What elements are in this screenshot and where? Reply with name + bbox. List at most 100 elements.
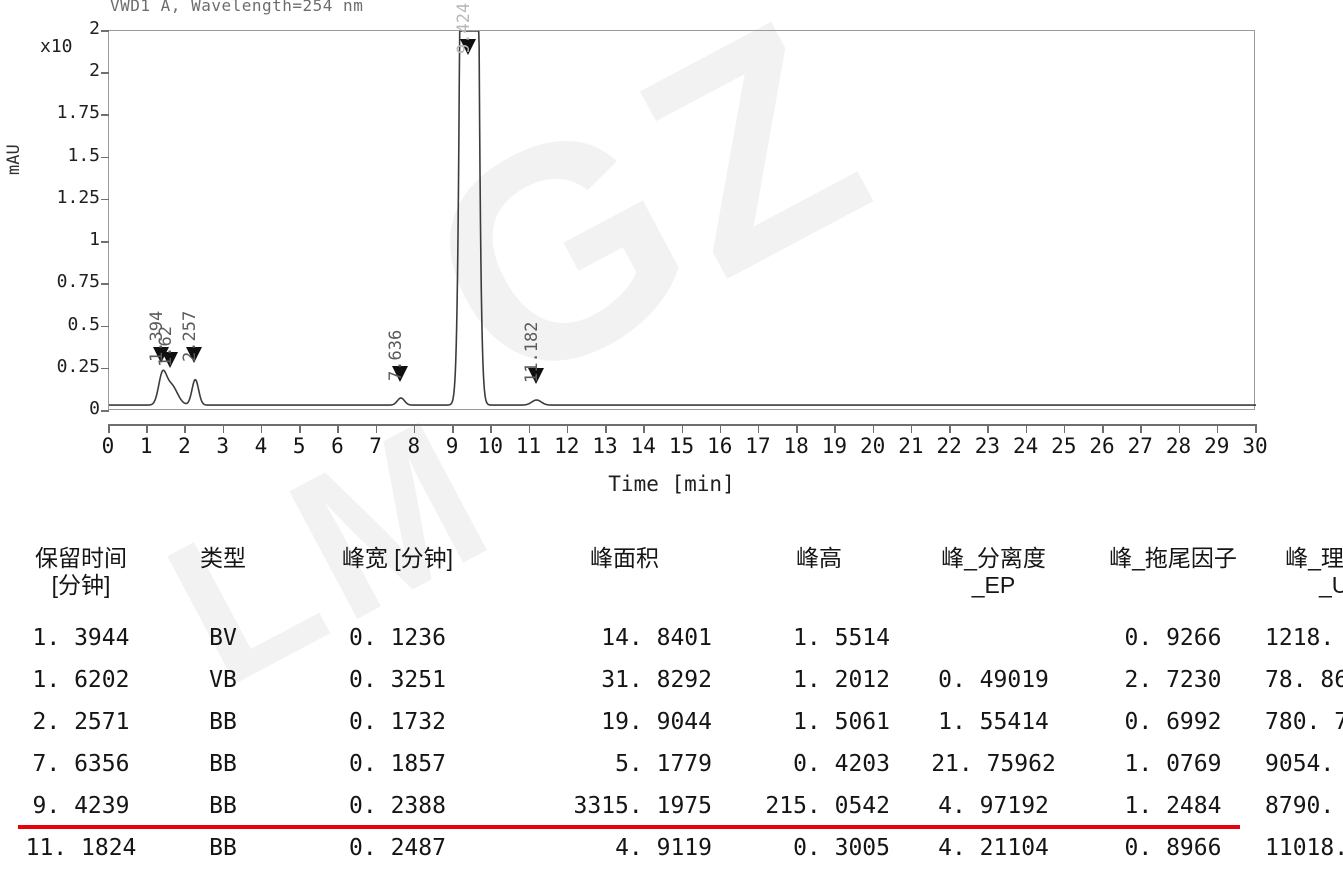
x-axis-tick-mark xyxy=(1178,424,1181,433)
header-tailing-factor: 峰_拖尾因子 xyxy=(1087,545,1259,617)
x-axis-tick-label: 30 xyxy=(1242,434,1268,458)
cell-theoretical-plates: 1218. 14791 xyxy=(1265,625,1343,652)
header-peak-height-line1: 峰高 xyxy=(796,545,842,571)
cell-peak-area: 14. 8401 xyxy=(601,625,712,652)
x-axis-tick-label: 6 xyxy=(331,434,344,458)
cell-theoretical-plates: 78. 86867 xyxy=(1265,667,1343,694)
y-axis-tick-labels: 2 2 1.75 1.5 1.25 1 0.75 0.5 0.25 0 xyxy=(0,0,100,440)
cell-retention-time: 11. 1824 xyxy=(25,835,137,862)
header-resolution-line1: 峰_分离度 xyxy=(941,545,1046,571)
cell-tailing-factor: 2. 7230 xyxy=(1124,667,1222,694)
table-row[interactable]: 9. 4239 BB 0. 2388 3315. 1975 215. 0542 4. 97… xyxy=(0,785,1343,827)
y-axis-tick-label: 1 xyxy=(89,229,100,251)
cell-type: BB xyxy=(209,709,237,736)
x-axis-tick-mark xyxy=(146,424,148,433)
red-underline-annotation xyxy=(18,825,1240,830)
cell-retention-time: 7. 6356 xyxy=(32,751,130,778)
x-axis-tick-mark xyxy=(566,424,569,433)
y-axis-multiplier: x10 xyxy=(40,36,73,57)
chromatogram-chart: VWD1 A, Wavelength=254 nm mAU x10 2 2 1.75… xyxy=(0,0,1343,496)
cell-retention-time: 1. 3944 xyxy=(32,625,130,652)
peak-retention-time-label: 9.424 xyxy=(454,2,475,54)
cell-peak-width: 0. 1236 xyxy=(349,625,446,652)
peak-retention-time-label: 11.182 xyxy=(521,321,542,383)
cell-retention-time: 9. 4239 xyxy=(32,793,130,820)
header-type-line1: 类型 xyxy=(200,545,246,571)
header-tailing-factor-line1: 峰_拖尾因子 xyxy=(1109,545,1237,571)
x-axis-tick-mark xyxy=(184,424,186,433)
x-axis-tick-mark xyxy=(1025,424,1028,433)
header-peak-area: 峰面积 xyxy=(511,545,738,617)
header-type: 类型 xyxy=(162,545,284,617)
x-axis-tick-mark xyxy=(910,424,913,433)
x-axis-tick-label: 8 xyxy=(407,434,421,458)
x-axis-tick-labels: 0 1 2 3 4 5 6 7 8 9 10 11 12 13 14 15 16 17 18 19 20 21 22 23 24… xyxy=(0,0,1343,458)
x-axis-tick-mark xyxy=(872,424,875,433)
x-axis-tick-mark xyxy=(719,424,722,433)
y-axis-tick-mark xyxy=(101,198,109,201)
x-axis-tick-label: 25 xyxy=(1051,434,1077,458)
y-axis-tick-mark xyxy=(101,72,109,74)
cell-peak-height: 0. 4203 xyxy=(793,751,890,778)
cell-retention-time: 2. 2571 xyxy=(32,709,130,736)
x-axis-tick-mark xyxy=(1216,424,1219,433)
table-row[interactable]: 11. 1824 BB 0. 2487 4. 9119 0. 3005 4. 21104 0… xyxy=(0,827,1343,869)
x-axis-tick-mark xyxy=(108,424,110,433)
cell-resolution: 1. 55414 xyxy=(938,709,1049,736)
x-axis-tick-mark xyxy=(643,424,645,433)
x-axis-tick-mark xyxy=(796,424,798,433)
cell-theoretical-plates: 780. 74548 xyxy=(1265,709,1343,736)
x-axis-tick-label: 16 xyxy=(707,434,733,458)
header-retention-time-line1: 保留时间 xyxy=(35,545,127,571)
x-axis-tick-label: 18 xyxy=(783,434,809,458)
x-axis-tick-label: 0 xyxy=(101,434,115,458)
y-axis-tick-label: 1.75 xyxy=(56,102,100,124)
peak-results-table: 保留时间 [分钟] 类型 峰宽 [分钟] 峰面积 峰高 峰_分离度 _EP xyxy=(0,545,1343,869)
cell-peak-width: 0. 2487 xyxy=(349,835,446,862)
cell-resolution xyxy=(900,617,1087,659)
x-axis-tick-mark xyxy=(605,424,607,433)
cell-tailing-factor: 0. 8966 xyxy=(1124,835,1222,862)
cell-peak-area: 31. 8292 xyxy=(601,667,712,694)
chart-title: VWD1 A, Wavelength=254 nm xyxy=(110,0,364,15)
y-axis-tick-label: 2 xyxy=(89,60,100,82)
peak-retention-time-label: 7.636 xyxy=(385,329,406,381)
y-axis-tick-mark xyxy=(101,114,109,116)
x-axis-tick-mark xyxy=(337,424,339,433)
cell-type: VB xyxy=(209,667,237,694)
cell-resolution: 0. 49019 xyxy=(938,667,1049,694)
table-row[interactable]: 2. 2571 BB 0. 1732 19. 9044 1. 5061 1. 55414 0… xyxy=(0,701,1343,743)
cell-tailing-factor: 1. 0769 xyxy=(1124,751,1222,778)
table-row[interactable]: 7. 6356 BB 0. 1857 5. 1779 0. 4203 21. 75962 1… xyxy=(0,743,1343,785)
cell-tailing-factor: 0. 6992 xyxy=(1124,709,1222,736)
peak-table-head: 保留时间 [分钟] 类型 峰宽 [分钟] 峰面积 峰高 峰_分离度 _EP xyxy=(0,545,1343,617)
peak-apex-marker-icon xyxy=(527,367,544,384)
x-axis-tick-mark xyxy=(834,424,836,433)
cell-tailing-factor: 1. 2484 xyxy=(1124,793,1222,820)
x-axis-tick-mark xyxy=(949,424,951,433)
peak-apex-marker-icon xyxy=(153,346,170,363)
x-axis-tick-label: 14 xyxy=(630,434,656,458)
y-axis-tick-mark xyxy=(101,156,109,159)
x-axis-tick-label: 28 xyxy=(1165,434,1192,458)
cell-peak-width: 0. 1732 xyxy=(349,709,446,736)
cell-peak-area: 3315. 1975 xyxy=(573,793,712,820)
y-axis-tick-mark xyxy=(101,410,109,412)
x-axis-tick-label: 27 xyxy=(1127,434,1153,458)
x-axis-tick-mark xyxy=(260,424,263,433)
header-resolution: 峰_分离度 _EP xyxy=(900,545,1087,617)
table-row[interactable]: 1. 6202 VB 0. 3251 31. 8292 1. 2012 0. 49019 2… xyxy=(0,659,1343,701)
x-axis-tick-label: 1 xyxy=(139,434,153,458)
header-retention-time: 保留时间 [分钟] xyxy=(0,545,162,617)
x-axis-tick-mark xyxy=(222,424,225,433)
peak-apex-marker-icon xyxy=(161,352,178,369)
cell-type: BB xyxy=(209,751,237,778)
table-row[interactable]: 1. 3944 BV 0. 1236 14. 8401 1. 5514 0. 9266 12… xyxy=(0,617,1343,659)
x-axis-tick-label: 24 xyxy=(1012,434,1039,458)
x-axis-tick-label: 20 xyxy=(860,434,886,458)
x-axis-tick-label: 29 xyxy=(1204,434,1230,458)
cell-type: BB xyxy=(209,835,237,862)
cell-peak-area: 4. 9119 xyxy=(615,835,712,862)
x-axis-tick-mark xyxy=(987,424,989,433)
cell-peak-height: 0. 3005 xyxy=(793,835,890,862)
